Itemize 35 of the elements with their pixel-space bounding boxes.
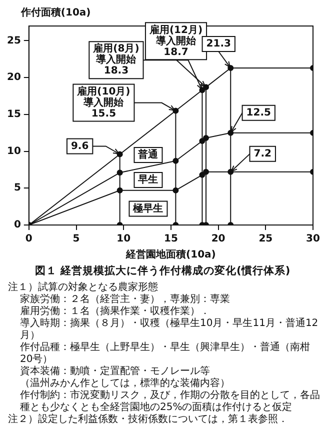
annotation: 7.2 [254, 148, 272, 160]
x-tick-label: 5 [72, 234, 80, 245]
annotation: 12.5 [246, 107, 271, 118]
x-tick-label: 25 [258, 234, 273, 245]
annotation: 21.3 [206, 38, 231, 50]
text: 注１）試算の対象となる農家形態 [8, 282, 159, 294]
annotation: 普通 [137, 148, 160, 161]
text: 注２）設定した利益係数・技術係数については，第１表参照． [8, 414, 289, 426]
x-axis-title: 経営園地面積(10a) [125, 248, 216, 261]
x-tick-label: 10 [116, 234, 131, 245]
x-tick-label: 20 [211, 234, 226, 245]
y-tick-label: 5 [14, 182, 21, 194]
annotation: 雇用(12月) 導入開始 18.7 [148, 24, 203, 58]
x-tick-label: 15 [164, 234, 178, 245]
x-tick-label: 30 [306, 234, 320, 245]
y-tick-label: 15 [6, 109, 21, 120]
text: （温州みかん作としては，標準的な装備内容） [19, 378, 231, 390]
y-tick-label: 0 [14, 220, 21, 231]
annotation: 9.6 [70, 140, 89, 152]
text: 資本装備：動噴・定置配管・モノレール等 [19, 366, 211, 378]
text: 雇用労働：１名（摘果作業・収穫作業）． [19, 306, 211, 318]
annotation: 雇用(8月) 導入開始 18.3 [92, 42, 140, 77]
text: 作付制約：市況変動リスク，及び，作期の分散を目的として，各品種とも少なくとも全経営園地の25%の面積は作付けると仮定 [19, 390, 321, 414]
y-tick-label: 25 [6, 35, 21, 46]
annotation: 雇用(10月) 導入開始 15.5 [76, 85, 130, 120]
text: 作付品種：極早生（上野早生）・早生（興津早生）・普通（南柑20号） [19, 342, 311, 366]
text: 家族労働：２名（経営主・妻），専兼別：専業 [19, 294, 231, 306]
y-tick-label: 10 [6, 146, 21, 157]
annotation: 極早生 [132, 202, 164, 214]
annotation: 早生 [137, 174, 158, 186]
text: 図１ 経営規模拡大に伴う作付構成の変化(慣行体系) [34, 264, 292, 278]
y-tick-label: 20 [6, 72, 21, 84]
y-axis-title: 作付面積(10a) [20, 6, 91, 19]
x-tick-label: 0 [25, 234, 32, 245]
text: 導入時期：摘果（８月）・収穫（極早生10月・早生11月・普通12月） [19, 318, 320, 342]
